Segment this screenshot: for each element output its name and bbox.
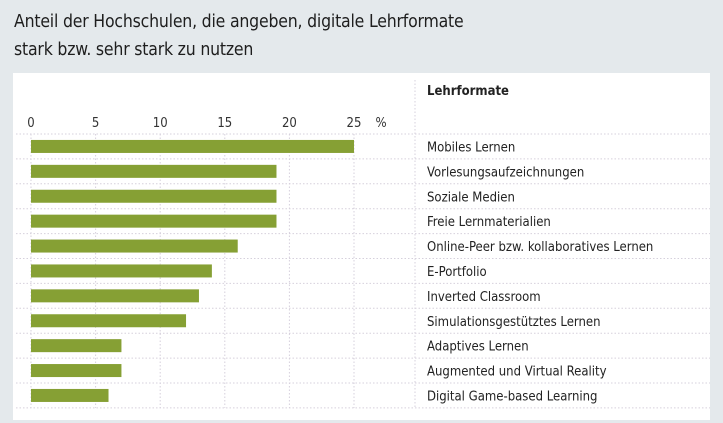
bar [31,239,238,253]
x-tick-label: 5 [92,116,99,131]
bar [31,139,354,153]
category-label: Inverted Classroom [427,290,541,305]
chart-title-line1: Anteil der Hochschulen, die angeben, dig… [14,12,464,32]
category-label: Freie Lernmaterialien [427,215,551,230]
bar [31,264,212,278]
bar [31,314,187,328]
category-label: Online-Peer bzw. kollaboratives Lernen [427,240,653,255]
category-label: Vorlesungsaufzeichnungen [427,165,584,180]
bar [31,214,277,228]
category-label: Soziale Medien [427,190,515,205]
category-label: Mobiles Lernen [427,140,515,155]
bar [31,164,277,178]
chart-title-line2: stark bzw. sehr stark zu nutzen [14,40,254,60]
x-tick-label: 25 [347,116,362,131]
category-label: Simulationsgestütztes Lernen [427,315,601,330]
x-tick-label: 15 [217,116,232,131]
x-unit-label: % [375,116,386,131]
category-label: Augmented und Virtual Reality [427,365,607,380]
bar [31,339,122,353]
bar [31,364,122,378]
bar [31,189,277,203]
x-tick-label: 0 [27,116,34,131]
category-label: E-Portfolio [427,265,487,280]
bar [31,289,199,303]
category-label: Digital Game-based Learning [427,389,597,404]
chart-title: Anteil der Hochschulen, die angeben, dig… [14,8,464,64]
x-tick-label: 20 [282,116,297,131]
bar [31,388,109,402]
category-label: Adaptives Lernen [427,340,529,355]
x-tick-label: 10 [153,116,168,131]
category-header: Lehrformate [427,84,509,99]
